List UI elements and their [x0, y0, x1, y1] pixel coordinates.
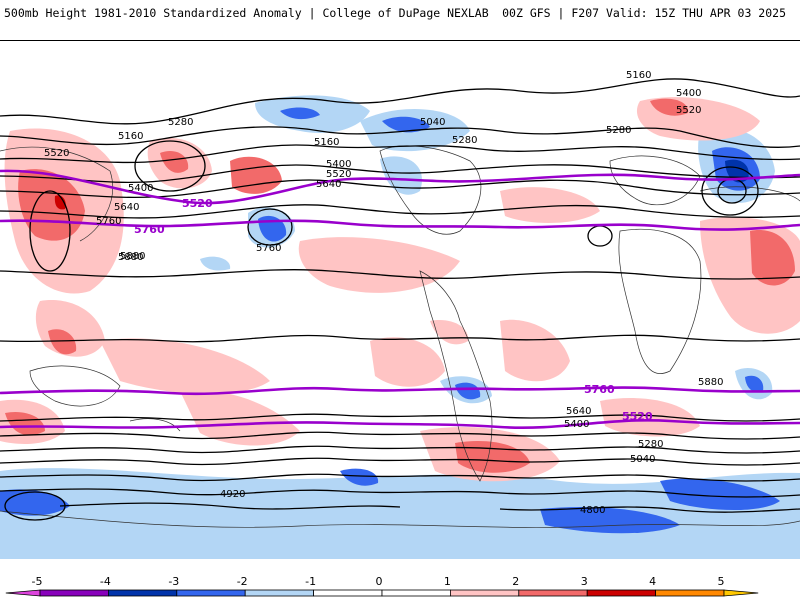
map-header: 500mb Height 1981-2010 Standardized Anom…	[0, 0, 800, 22]
contour-label: 5880	[698, 377, 723, 388]
map-canvas: 5160 5280 5520 5400 5640 5760 5880 5520 …	[0, 70, 800, 559]
colorbar-tick-label: 2	[512, 575, 519, 588]
map-title: 500mb Height 1981-2010 Standardized Anom…	[4, 6, 489, 20]
contour-label: 5160	[314, 137, 339, 148]
colorbar-tick-label: -2	[237, 575, 248, 588]
contour-label: 5760	[256, 243, 281, 254]
colorbar-bin	[723, 589, 759, 597]
colorbar-bin	[518, 589, 588, 597]
contour-label: 5400	[564, 419, 589, 430]
contour-label: 5280	[168, 117, 193, 128]
colorbar-tick-label: -4	[100, 575, 111, 588]
contour-label: 5520	[182, 197, 213, 210]
colorbar-tick-label: -5	[32, 575, 43, 588]
contour-label: 4920	[220, 489, 245, 500]
colorbar-tick-label: 3	[581, 575, 588, 588]
colorbar-bin	[108, 589, 178, 597]
contour-label: 5520	[44, 148, 69, 159]
contour-label: 5280	[606, 125, 631, 136]
contour-label: 5880	[120, 251, 145, 262]
colorbar-bin	[176, 589, 246, 597]
contour-label: 5160	[626, 70, 651, 81]
colorbar-bin	[5, 589, 41, 597]
contour-label: 5160	[118, 131, 143, 142]
contour-label: 5400	[326, 159, 351, 170]
colorbar-tick-label: -3	[168, 575, 179, 588]
colorbar-tick-label: 5	[718, 575, 725, 588]
contour-label: 4800	[580, 505, 605, 516]
contour-label: 5520	[676, 105, 701, 116]
contour-label: 5760	[96, 216, 121, 227]
contour-label: 5400	[128, 183, 153, 194]
colorbar-tick-label: 1	[444, 575, 451, 588]
colorbar-bin	[313, 589, 383, 597]
anomaly-map[interactable]: 5160 5280 5520 5400 5640 5760 5880 5520 …	[0, 40, 800, 559]
contour-labels: 5160 5280 5520 5400 5640 5760 5880 5520 …	[44, 70, 723, 516]
colorbar-tick-label: 0	[376, 575, 383, 588]
colorbar: -5 -4 -3 -2 -1 0 1 2 3 4 5	[0, 572, 800, 600]
model-run-info: 00Z GFS | F207 Valid: 15Z THU APR 03 202…	[502, 6, 786, 20]
colorbar-bin	[39, 589, 109, 597]
colorbar-bin	[244, 589, 314, 597]
highlight-contours	[0, 169, 800, 430]
contour-label: 5040	[420, 117, 445, 128]
contour-label: 5760	[584, 383, 615, 396]
colorbar-bin	[586, 589, 657, 597]
height-contours	[0, 78, 800, 521]
contour-label: 5640	[114, 202, 139, 213]
contour-label: 5880	[118, 252, 143, 263]
contour-label: 5520	[326, 169, 351, 180]
contour-label: 5640	[316, 179, 341, 190]
colorbar-bin	[381, 589, 451, 597]
contour-label: 5520	[622, 410, 653, 423]
coastlines	[0, 145, 800, 528]
colorbar-canvas: -5 -4 -3 -2 -1 0 1 2 3 4 5	[5, 575, 759, 597]
colorbar-bin	[655, 589, 725, 597]
positive-anomaly-shading	[0, 97, 800, 482]
contour-label: 5400	[676, 88, 701, 99]
contour-label: 5760	[134, 223, 165, 236]
contour-label: 5280	[452, 135, 477, 146]
colorbar-bin	[449, 589, 520, 597]
colorbar-tick-label: -1	[305, 575, 316, 588]
contour-label: 5640	[566, 406, 591, 417]
contour-label: 5040	[630, 454, 655, 465]
contour-label: 5280	[638, 439, 663, 450]
colorbar-tick-label: 4	[649, 575, 656, 588]
